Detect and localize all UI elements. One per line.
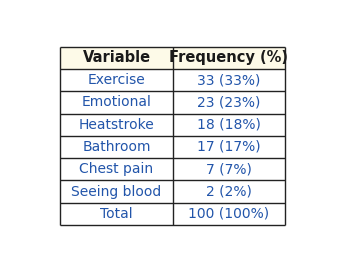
Text: Bathroom: Bathroom bbox=[82, 140, 151, 154]
Bar bbox=[60, 136, 285, 158]
Text: 33 (33%): 33 (33%) bbox=[197, 73, 261, 87]
Text: 100 (100%): 100 (100%) bbox=[188, 207, 269, 221]
Bar bbox=[60, 203, 285, 225]
Text: Variable: Variable bbox=[83, 50, 151, 65]
Text: Frequency (%): Frequency (%) bbox=[170, 50, 288, 65]
Text: Exercise: Exercise bbox=[88, 73, 146, 87]
Bar bbox=[60, 114, 285, 136]
Text: Heatstroke: Heatstroke bbox=[79, 118, 154, 132]
Text: 7 (7%): 7 (7%) bbox=[206, 162, 252, 176]
Bar bbox=[60, 158, 285, 180]
Text: 17 (17%): 17 (17%) bbox=[197, 140, 261, 154]
Text: Chest pain: Chest pain bbox=[80, 162, 154, 176]
Text: 18 (18%): 18 (18%) bbox=[197, 118, 261, 132]
Text: Seeing blood: Seeing blood bbox=[71, 185, 162, 199]
Text: Total: Total bbox=[100, 207, 133, 221]
Bar bbox=[60, 180, 285, 203]
Text: 2 (2%): 2 (2%) bbox=[206, 185, 252, 199]
Text: Emotional: Emotional bbox=[82, 95, 152, 109]
Text: 23 (23%): 23 (23%) bbox=[197, 95, 261, 109]
Bar bbox=[60, 91, 285, 114]
Bar bbox=[60, 47, 285, 69]
Bar bbox=[60, 69, 285, 91]
